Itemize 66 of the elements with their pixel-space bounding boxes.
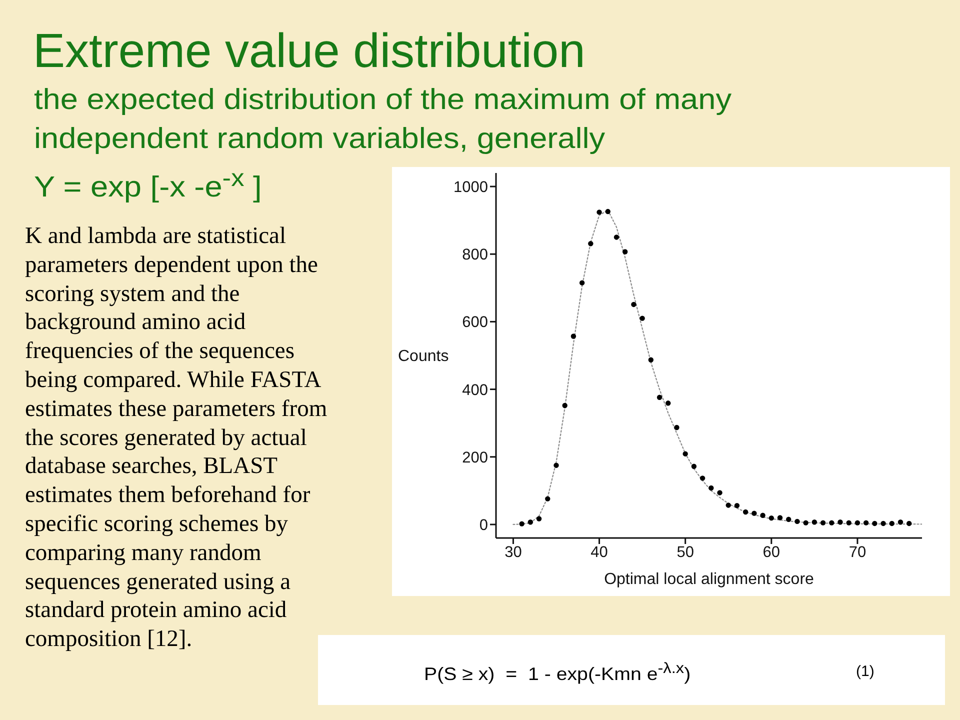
point xyxy=(640,316,645,321)
point xyxy=(829,520,834,526)
point xyxy=(554,462,559,468)
line-series xyxy=(512,210,922,526)
y-tick-label: 400 xyxy=(462,382,488,399)
point xyxy=(863,520,869,526)
point xyxy=(588,241,594,246)
point xyxy=(614,234,620,240)
x-tick-label: 60 xyxy=(762,544,780,562)
point xyxy=(570,334,576,339)
point xyxy=(734,502,740,508)
point xyxy=(579,280,585,286)
point xyxy=(838,520,843,525)
y-tick-label: 0 xyxy=(479,516,488,534)
point xyxy=(777,515,783,520)
point xyxy=(820,520,826,526)
point xyxy=(872,520,878,526)
point xyxy=(631,302,636,308)
text: P(S ≥ x) = 1 - exp(-Kmn e$^{-λ.x}$) xyxy=(424,660,691,685)
y-tick-label: 1000 xyxy=(454,179,488,196)
x-tick-label: 70 xyxy=(848,544,866,562)
chart-subtitle: the expected distribution of the maximum of many independent random variables, generally xyxy=(34,83,733,157)
point xyxy=(708,485,714,491)
point xyxy=(898,520,904,525)
point xyxy=(812,520,818,525)
point xyxy=(656,394,662,400)
point xyxy=(545,496,550,502)
point xyxy=(854,520,860,526)
chart-title: Extreme value distribution xyxy=(33,25,586,78)
point xyxy=(519,521,524,526)
x-tick-label: 30 xyxy=(504,544,522,562)
point xyxy=(768,515,774,521)
x-tick-label: 40 xyxy=(590,544,608,562)
point xyxy=(786,516,792,522)
point xyxy=(562,402,568,408)
text: Y = exp [-x -e$^{-x}$ ] xyxy=(34,164,262,206)
point xyxy=(700,476,706,481)
point xyxy=(648,357,654,362)
y-tick-label: 200 xyxy=(462,449,488,466)
point xyxy=(889,520,894,526)
point xyxy=(674,424,680,430)
y-tick-label: 600 xyxy=(462,314,488,332)
point xyxy=(726,502,731,508)
point xyxy=(760,512,766,518)
point xyxy=(846,520,852,526)
y-axis-title: Counts xyxy=(398,348,449,366)
point xyxy=(691,464,697,469)
point xyxy=(794,518,800,524)
point xyxy=(742,509,748,515)
y-tick-label: 800 xyxy=(462,246,488,264)
point xyxy=(682,451,688,456)
point xyxy=(536,516,542,522)
point xyxy=(752,510,757,516)
point xyxy=(622,249,628,254)
point xyxy=(803,520,808,526)
point xyxy=(906,520,912,526)
text: (1) xyxy=(856,663,874,680)
x-tick-label: 50 xyxy=(676,544,694,562)
point xyxy=(717,490,722,496)
point xyxy=(880,520,886,526)
text: K and lambda are statistical parameters dependent upon the scoring system and the background amino acid frequencies of the sequences being compared. While FASTA estimates these parameters from the scores generated by actual database searches, BLAST estimates them beforehand for specific scoring schemes by comparing many random sequences generated using a standard protein amino acid composition [12]. xyxy=(25,223,328,652)
point xyxy=(528,520,534,525)
point xyxy=(666,400,671,406)
point xyxy=(605,208,610,214)
x-axis-title: Optimal local alignment score xyxy=(604,571,814,588)
point xyxy=(596,210,602,215)
